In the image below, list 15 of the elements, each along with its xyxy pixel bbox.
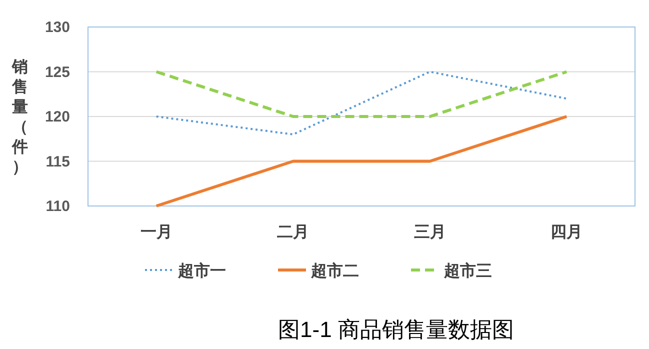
y-tick-label: 115 — [46, 153, 70, 170]
x-tick-label: 一月 — [140, 224, 172, 241]
x-tick-label: 三月 — [414, 224, 446, 241]
line-series — [155, 70, 568, 136]
y-tick-label: 110 — [46, 198, 70, 215]
y-tick-label: 125 — [44, 64, 70, 81]
y-tick-label: 120 — [44, 108, 70, 126]
y-tick-label: 130 — [44, 19, 70, 36]
legend-label: 超市三 — [443, 262, 492, 280]
legend-label: 超市二 — [310, 262, 359, 280]
y-axis-title: 销售量（件） — [11, 58, 28, 176]
text: 图1-1 商品销售量数据图 — [278, 317, 514, 342]
x-tick-label: 四月 — [550, 224, 583, 241]
legend-label: 超市一 — [177, 262, 226, 280]
x-tick-label: 二月 — [277, 224, 310, 241]
